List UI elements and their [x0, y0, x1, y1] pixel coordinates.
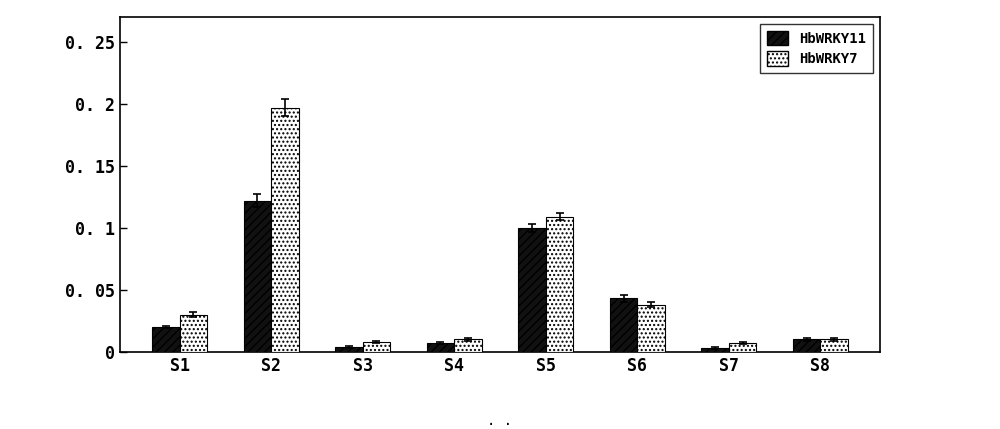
Bar	[820, 339, 848, 352]
Bar	[180, 314, 207, 352]
Bar	[335, 347, 363, 352]
Bar	[729, 343, 756, 352]
Text: . .: . .	[487, 414, 513, 428]
Bar	[518, 228, 546, 352]
Bar	[363, 342, 390, 352]
Bar	[701, 348, 729, 352]
Bar	[546, 217, 573, 352]
Bar	[610, 299, 637, 352]
Bar	[152, 327, 180, 352]
Bar	[427, 343, 454, 352]
Bar	[454, 339, 482, 352]
Bar	[244, 201, 271, 352]
Bar	[271, 108, 299, 352]
Bar	[637, 305, 665, 352]
Bar	[793, 339, 820, 352]
Legend: HbWRKY11, HbWRKY7: HbWRKY11, HbWRKY7	[760, 24, 873, 73]
